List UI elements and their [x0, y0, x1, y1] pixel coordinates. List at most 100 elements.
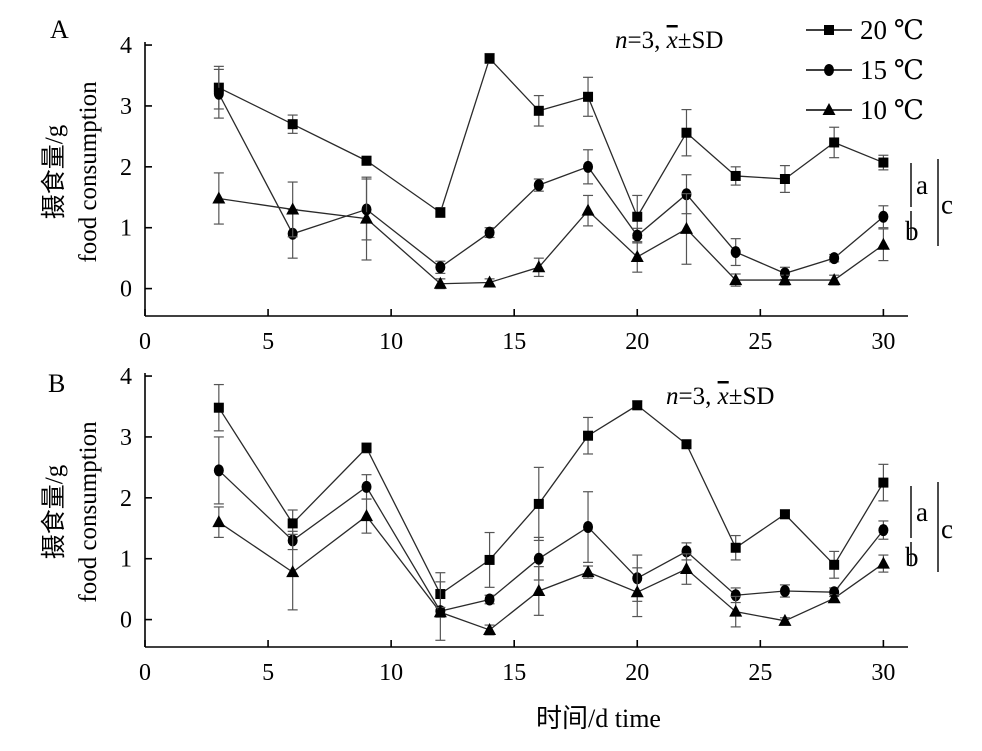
- series-triangle: [212, 172, 890, 290]
- data-point: [361, 442, 372, 453]
- sig-label-b: b: [905, 216, 919, 246]
- sd-symbol: ±SD: [678, 27, 724, 54]
- data-point: [433, 605, 447, 618]
- data-point: [878, 157, 889, 168]
- y-tick-label: 4: [120, 33, 132, 59]
- y-axis-label-en: food consumption: [75, 421, 102, 603]
- data-point: [287, 518, 298, 529]
- data-point: [778, 273, 792, 286]
- n-value: =3,: [679, 383, 718, 410]
- legend-marker-circle: [824, 64, 834, 76]
- data-point: [213, 402, 224, 413]
- data-point: [730, 542, 741, 553]
- data-point: [779, 174, 790, 184]
- x-tick-label: 10: [379, 329, 403, 355]
- data-point: [213, 87, 224, 100]
- x-tick-label: 30: [871, 660, 895, 686]
- data-point: [632, 400, 643, 411]
- data-point: [484, 554, 495, 565]
- sig-label-a: a: [916, 497, 928, 527]
- data-point: [730, 246, 741, 259]
- x-tick-label: 30: [871, 329, 895, 355]
- y-tick-label: 1: [120, 216, 132, 242]
- series-circle: [213, 436, 889, 641]
- y-tick-label: 4: [120, 364, 132, 390]
- data-point: [581, 203, 595, 216]
- x-tick-label: 0: [139, 329, 151, 355]
- data-point: [878, 210, 889, 223]
- mean-symbol: x: [666, 27, 678, 54]
- data-point: [730, 589, 741, 602]
- mean-symbol: x: [717, 383, 729, 410]
- data-point: [681, 439, 692, 450]
- data-point: [583, 521, 594, 534]
- data-point: [533, 552, 544, 565]
- series-square: [213, 383, 889, 616]
- data-point: [829, 137, 840, 148]
- data-point: [878, 524, 889, 537]
- data-point: [778, 613, 792, 626]
- data-point: [729, 273, 743, 286]
- n-value: =3,: [628, 27, 667, 54]
- y-axis-label: 摄食量/g: [40, 464, 68, 559]
- sig-label-a: a: [916, 170, 928, 200]
- data-point: [532, 583, 546, 596]
- significance-brackets: abc: [905, 482, 953, 572]
- series-line: [218, 57, 884, 219]
- data-point: [212, 515, 226, 528]
- data-point: [681, 127, 692, 138]
- panel-label: A: [50, 15, 69, 44]
- data-point: [583, 91, 594, 102]
- data-point: [581, 565, 595, 578]
- y-axis-label: 摄食量/g: [40, 124, 68, 219]
- panel-a: 0 1 2 3 4 0 5 10 15 20 25 30 A 摄食量/g food consumption n…: [40, 15, 953, 355]
- data-point: [632, 229, 643, 242]
- series-triangle: [212, 498, 890, 636]
- data-point: [483, 622, 497, 635]
- x-tick-label: 15: [502, 660, 526, 686]
- y-tick-label: 1: [120, 547, 132, 573]
- x-tick-label: 5: [262, 660, 274, 686]
- y-tick-label: 3: [120, 94, 132, 120]
- data-point: [484, 53, 495, 64]
- data-point: [435, 261, 446, 274]
- data-point: [632, 211, 643, 222]
- legend-label: 15 ℃: [860, 55, 924, 85]
- data-point: [213, 464, 224, 477]
- data-point: [361, 480, 372, 493]
- data-point: [679, 221, 693, 234]
- data-point: [679, 562, 693, 575]
- legend-marker-triangle: [822, 103, 836, 115]
- data-point: [779, 584, 790, 597]
- sig-label-c: c: [941, 514, 953, 544]
- x-tick-label: 10: [379, 660, 403, 686]
- data-point: [583, 430, 594, 441]
- panel-b: 0 1 2 3 4 0 5 10 15 20 25 30 B 摄食量/g food consumption n…: [40, 364, 953, 733]
- data-point: [779, 509, 790, 520]
- stat-annotation: n=3, x±SD: [615, 27, 723, 54]
- data-point: [827, 273, 841, 286]
- series-line: [218, 515, 884, 631]
- data-point: [533, 105, 544, 116]
- significance-brackets: abc: [905, 159, 953, 246]
- data-point: [360, 509, 374, 522]
- data-point: [876, 556, 890, 569]
- data-point: [630, 249, 644, 262]
- data-point: [878, 477, 889, 488]
- x-tick-label: 5: [262, 329, 274, 355]
- stat-annotation: n=3, x±SD: [666, 383, 774, 410]
- y-tick-label: 0: [120, 608, 132, 634]
- data-point: [829, 559, 840, 570]
- data-point: [827, 591, 841, 604]
- x-tick-label: 25: [748, 660, 772, 686]
- series-square: [213, 52, 889, 239]
- data-point: [435, 207, 446, 218]
- data-point: [286, 202, 300, 215]
- n-symbol: n: [666, 383, 679, 410]
- x-axis-label: 时间/d time: [536, 704, 661, 733]
- data-point: [483, 275, 497, 288]
- x-tick-label: 25: [748, 329, 772, 355]
- x-tick-label: 15: [502, 329, 526, 355]
- data-point: [876, 237, 890, 250]
